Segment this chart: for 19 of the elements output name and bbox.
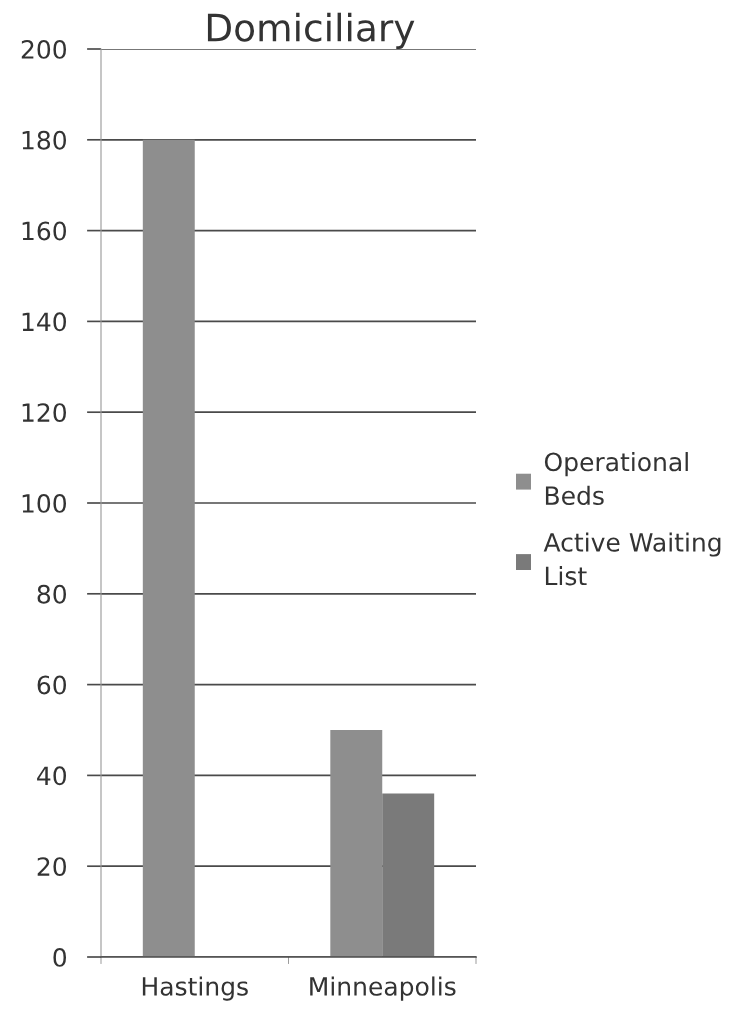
legend-label: Operational Beds	[544, 452, 688, 506]
y-tick-label: 0	[53, 947, 67, 967]
y-tick-label: 120	[22, 403, 67, 423]
y-tick-label: 160	[22, 221, 67, 241]
y-tick-label: 60	[37, 675, 67, 695]
y-tick-label: 40	[37, 766, 67, 786]
legend-label: Active Waiting List	[543, 532, 721, 586]
y-tick-label: 140	[22, 312, 67, 332]
x-tick-label: Minneapolis	[310, 976, 456, 1001]
x-tick-label: Hastings	[142, 976, 248, 1001]
y-tick-label: 100	[22, 493, 67, 513]
y-tick-label: 180	[22, 130, 67, 150]
chart-title: Domiciliary	[207, 12, 415, 49]
y-tick-label: 80	[37, 584, 67, 604]
bar	[382, 793, 435, 957]
bar	[142, 139, 195, 957]
y-tick-label: 20	[37, 857, 67, 877]
y-tick-label: 200	[21, 39, 67, 59]
bar	[330, 730, 383, 957]
